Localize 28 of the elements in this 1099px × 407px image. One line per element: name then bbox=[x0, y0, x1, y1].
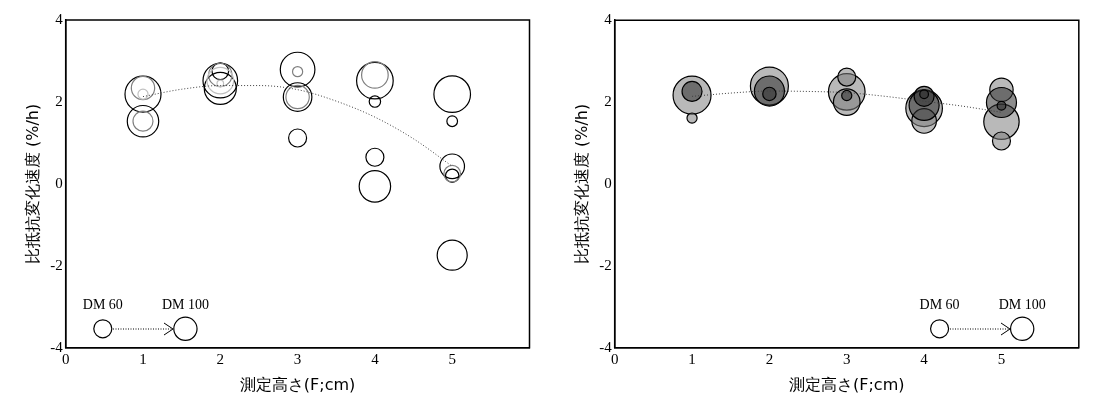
x-tick-label: 2 bbox=[765, 350, 774, 367]
legend-label: DM 60 bbox=[919, 297, 960, 313]
y-tick-label: 2 bbox=[604, 93, 612, 110]
x-tick-label: 5 bbox=[997, 350, 1006, 367]
y-tick-label: 0 bbox=[604, 174, 612, 191]
x-tick-label: 4 bbox=[371, 350, 380, 367]
x-tick-label: 2 bbox=[216, 350, 225, 367]
y-tick-label: 4 bbox=[55, 10, 64, 27]
y-tick-label: -2 bbox=[599, 256, 612, 273]
y-tick-label: 4 bbox=[604, 11, 613, 28]
legend-label: DM 100 bbox=[161, 297, 209, 313]
y-axis-title: 比抵抗変化速度 (%/h) bbox=[22, 103, 42, 265]
x-tick-label: 1 bbox=[688, 350, 696, 367]
y-tick-label: 0 bbox=[55, 174, 63, 191]
legend-label: DM 60 bbox=[82, 297, 123, 313]
x-axis-title: 測定高さ(F;cm) bbox=[789, 374, 905, 394]
y-axis-title: 比抵抗変化速度 (%/h) bbox=[571, 103, 591, 265]
x-tick-label: 4 bbox=[920, 350, 929, 367]
x-tick-label: 5 bbox=[448, 350, 456, 367]
y-tick-label: -4 bbox=[599, 338, 613, 355]
y-tick-label: -2 bbox=[50, 256, 63, 273]
x-tick-label: 1 bbox=[139, 350, 147, 367]
legend-label: DM 100 bbox=[998, 297, 1046, 313]
y-tick-label: 2 bbox=[55, 92, 63, 109]
x-tick-label: 3 bbox=[293, 350, 302, 367]
x-tick-label: 3 bbox=[843, 350, 851, 367]
x-axis-title: 測定高さ(F;cm) bbox=[239, 374, 356, 394]
y-tick-label: -4 bbox=[50, 338, 64, 355]
